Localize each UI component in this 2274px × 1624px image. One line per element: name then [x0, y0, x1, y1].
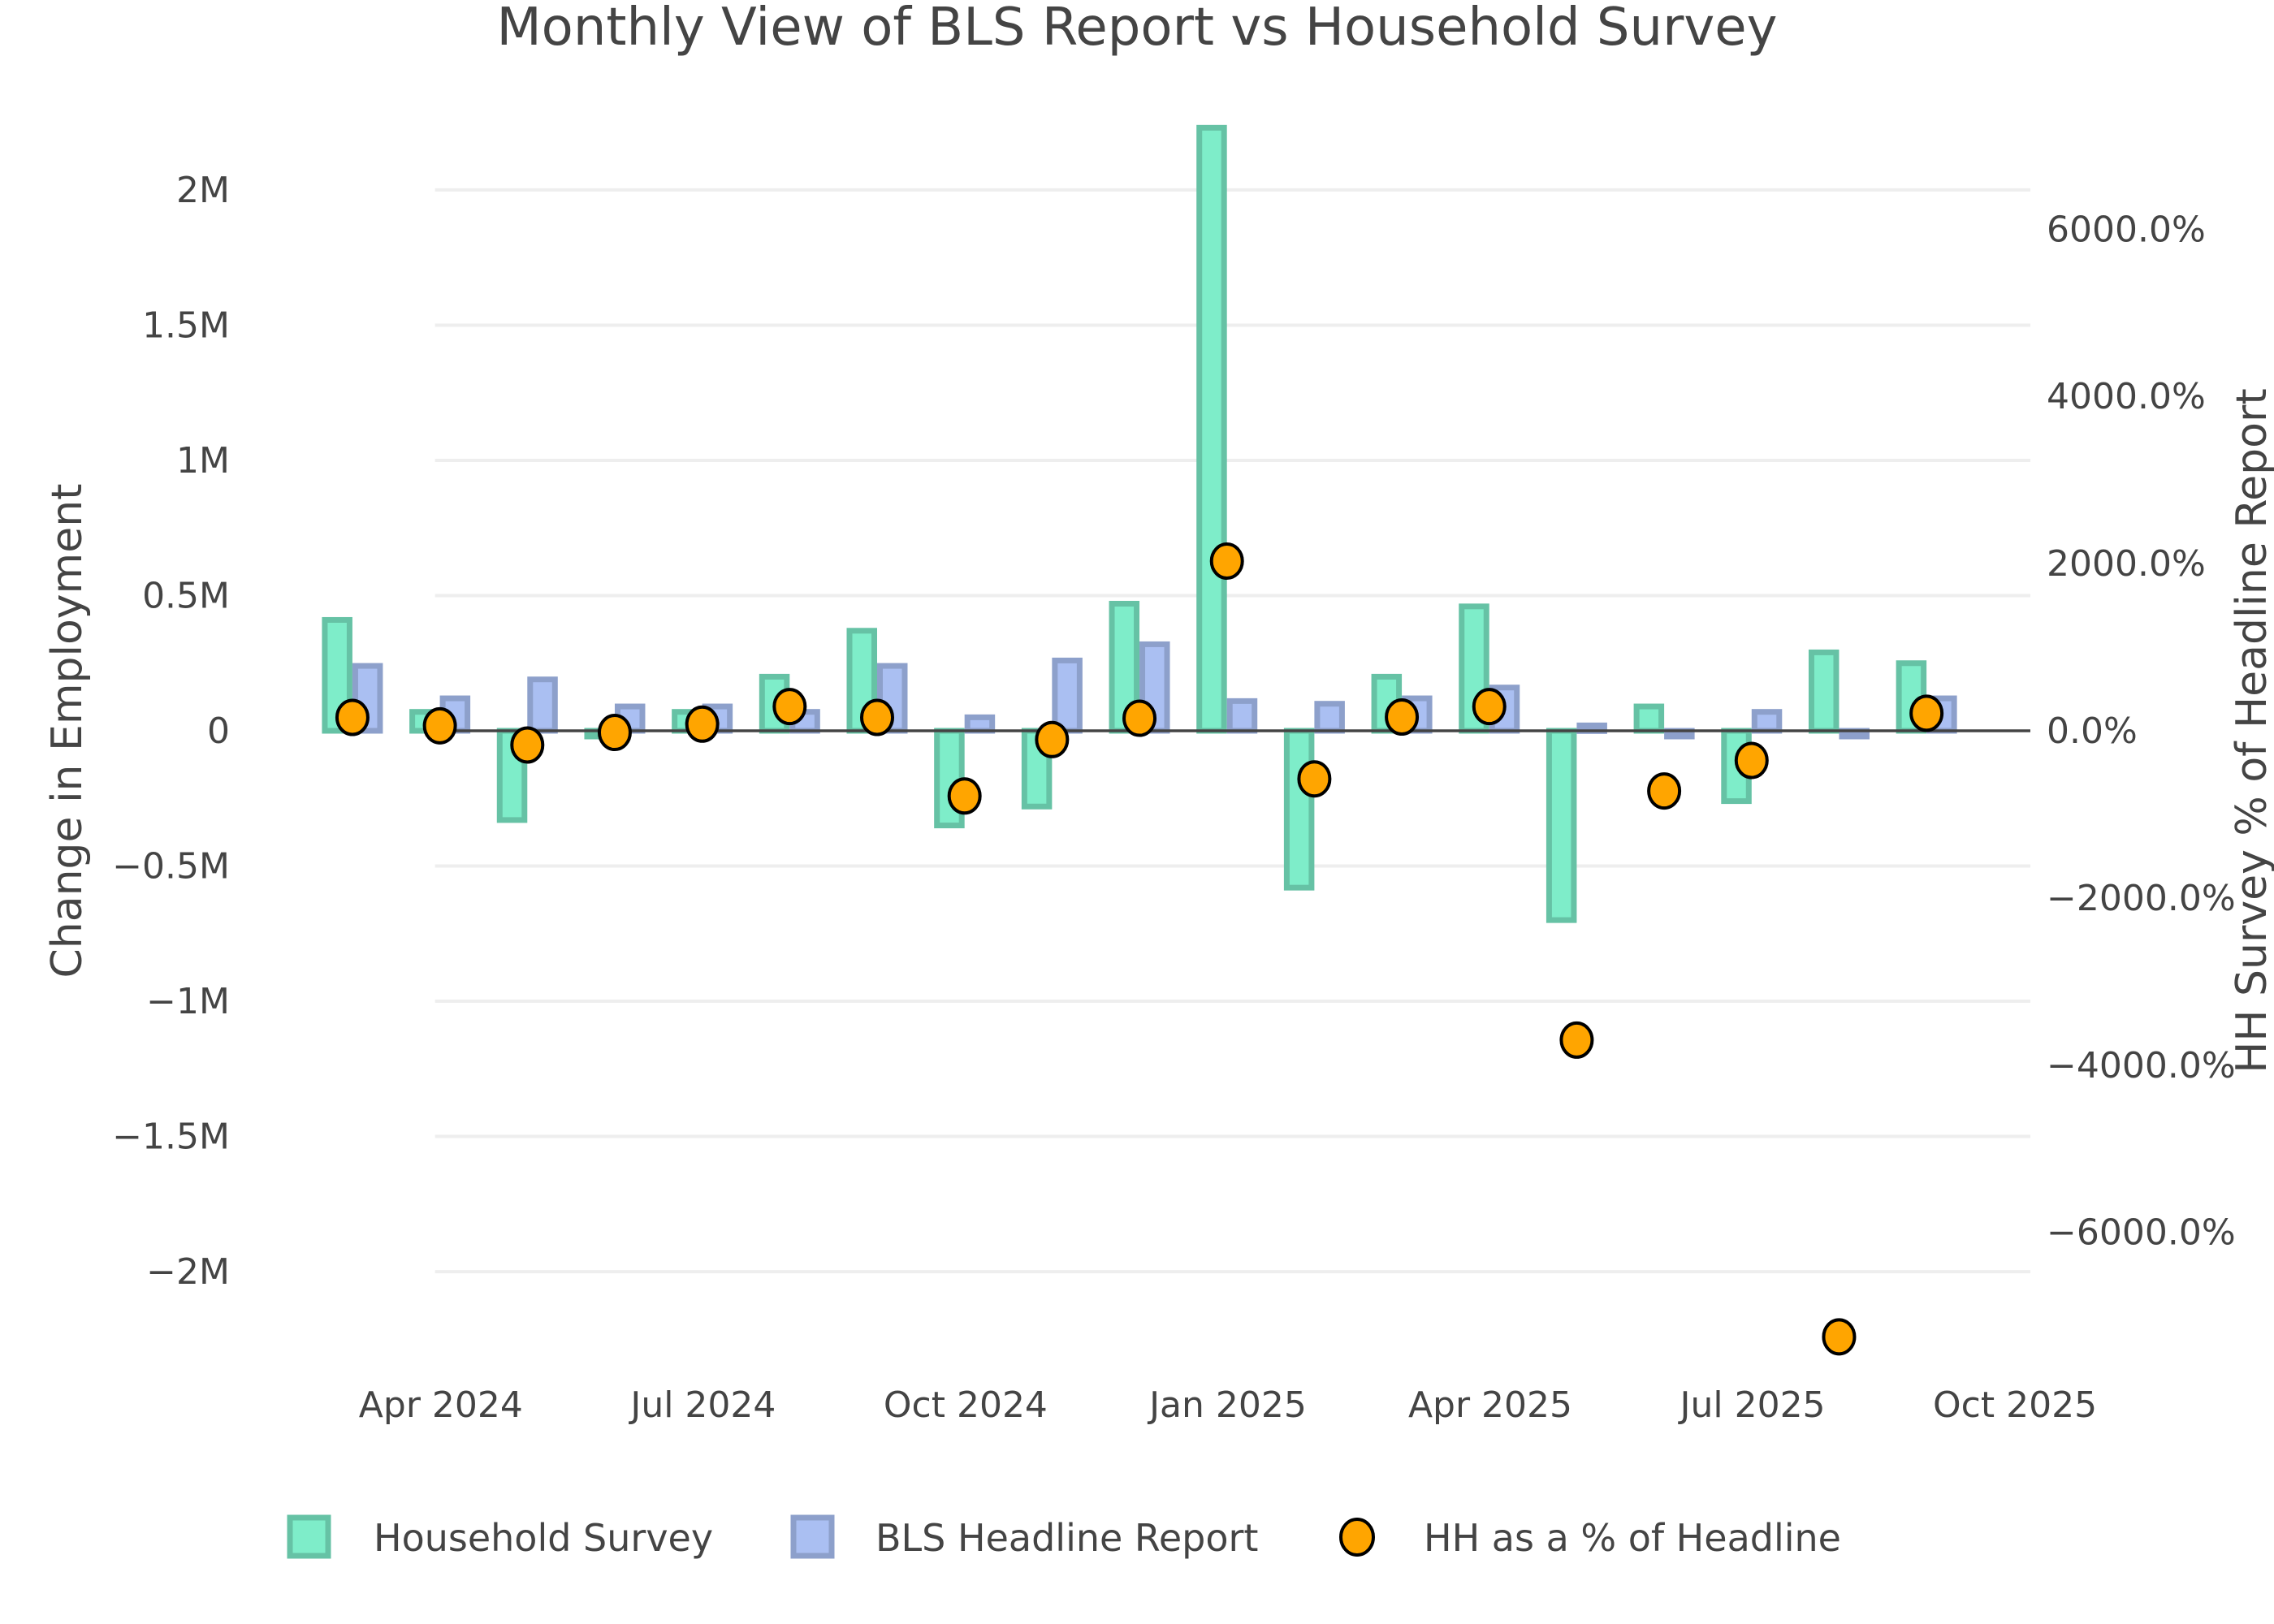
y-tick-label: 1.5M — [142, 304, 230, 346]
y2-tick-label: −6000.0% — [2047, 1212, 2236, 1254]
pct-marker — [1734, 741, 1769, 780]
bls-bar — [1052, 657, 1083, 734]
bls-bar — [1226, 698, 1258, 734]
y-tick-label: 0 — [207, 710, 230, 752]
x-tick-label: Jan 2025 — [1147, 1384, 1307, 1426]
legend-item-household[interactable]: Household Survey — [287, 1514, 713, 1560]
bls-bar — [1751, 709, 1783, 734]
x-tick-label: Jul 2024 — [628, 1384, 776, 1426]
y2-axis-title: HH Survey % of Headline Report — [2228, 388, 2274, 1073]
household-bar — [1808, 649, 1840, 734]
legend-item-bls[interactable]: BLS Headline Report — [790, 1514, 1258, 1560]
pct-marker — [1122, 699, 1157, 737]
y-tick-label: −2M — [146, 1251, 230, 1293]
bls-bar — [964, 714, 996, 734]
bars — [322, 124, 1957, 923]
pct-marker — [685, 705, 720, 743]
chart-title: Monthly View of BLS Report vs Household … — [496, 0, 1777, 58]
bls-bar — [1314, 701, 1345, 734]
y-tick-label: −1.5M — [112, 1116, 230, 1158]
legend-marker-pct — [1339, 1518, 1375, 1557]
legend-label-pct: HH as a % of Headline — [1424, 1516, 1841, 1560]
legend: Household Survey BLS Headline Report HH … — [287, 1514, 1841, 1560]
pct-marker — [1559, 1021, 1594, 1059]
y2-tick-label: 2000.0% — [2047, 543, 2206, 585]
legend-item-pct[interactable]: HH as a % of Headline — [1339, 1516, 1841, 1560]
household-bar — [1546, 728, 1577, 923]
y-axis-title: Change in Employment — [43, 483, 92, 978]
pct-marker — [1209, 542, 1244, 581]
household-bar — [1196, 124, 1227, 734]
pct-marker — [1647, 772, 1682, 810]
y-tick-label: 1M — [176, 440, 230, 482]
pct-marker — [1822, 1318, 1857, 1356]
y2-tick-label: −2000.0% — [2047, 878, 2236, 919]
pct-marker — [1909, 694, 1944, 732]
y2-axis-ticks: 6000.0% 4000.0% 2000.0% 0.0% −2000.0% −4000.0… — [2047, 209, 2236, 1253]
x-tick-label: Apr 2024 — [359, 1384, 523, 1426]
pct-marker — [1297, 760, 1332, 798]
x-tick-label: Oct 2025 — [1933, 1384, 2097, 1426]
markers — [335, 542, 1944, 1356]
y2-tick-label: 6000.0% — [2047, 209, 2206, 250]
pct-marker — [772, 688, 807, 726]
y-tick-label: 0.5M — [142, 575, 230, 616]
pct-marker — [1472, 688, 1507, 726]
gridlines — [434, 188, 2030, 1274]
y-tick-label: −0.5M — [112, 846, 230, 888]
x-tick-label: Oct 2024 — [884, 1384, 1048, 1426]
pct-marker — [947, 777, 982, 815]
legend-label-bls: BLS Headline Report — [875, 1516, 1258, 1560]
x-axis-ticks: Apr 2024 Jul 2024 Oct 2024 Jan 2025 Apr 2025… — [359, 1384, 2097, 1426]
y-tick-label: −1M — [146, 981, 230, 1022]
legend-swatch-bls — [790, 1514, 835, 1559]
household-bar — [1633, 703, 1665, 734]
pct-marker — [1035, 720, 1070, 758]
pct-marker — [335, 698, 370, 736]
pct-marker — [597, 714, 632, 752]
y-axis-ticks: 2M 1.5M 1M 0.5M 0 −0.5M −1M −1.5M −2M — [112, 170, 230, 1293]
pct-marker — [1385, 698, 1420, 736]
x-tick-label: Apr 2025 — [1408, 1384, 1572, 1426]
x-tick-label: Jul 2025 — [1678, 1384, 1826, 1426]
bls-bar — [527, 676, 558, 734]
legend-swatch-household — [287, 1514, 331, 1559]
y2-tick-label: −4000.0% — [2047, 1045, 2236, 1086]
legend-label-household: Household Survey — [374, 1516, 713, 1560]
household-bar — [1283, 728, 1315, 891]
pct-marker — [510, 726, 545, 764]
y2-tick-label: 4000.0% — [2047, 376, 2206, 417]
pct-marker — [422, 706, 457, 745]
y2-tick-label: 0.0% — [2047, 710, 2138, 752]
y-tick-label: 2M — [176, 170, 230, 211]
pct-marker — [860, 698, 894, 736]
